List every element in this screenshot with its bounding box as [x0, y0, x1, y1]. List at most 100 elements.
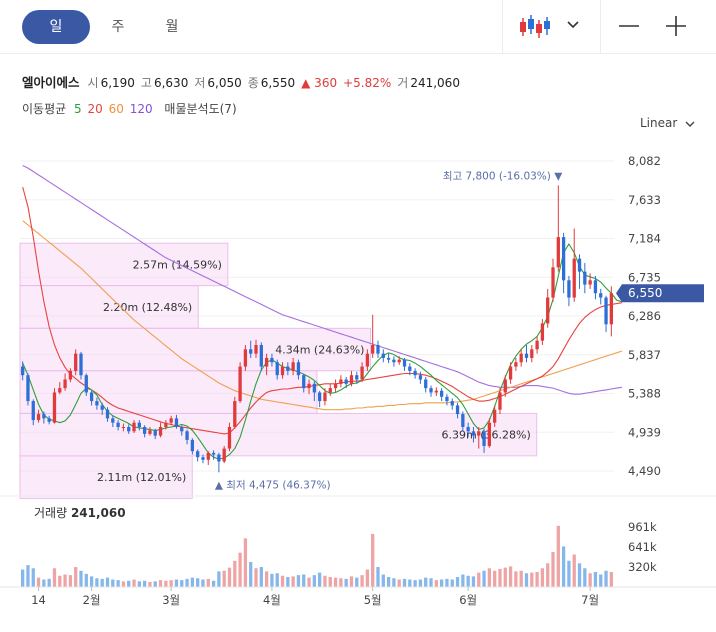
candle-body	[280, 366, 285, 376]
candle-body	[519, 353, 523, 363]
volume-bar	[286, 577, 290, 587]
volume-bar	[116, 580, 120, 587]
candle-body	[349, 375, 354, 384]
tab-monthly[interactable]: 월	[165, 19, 179, 35]
volume-bar	[233, 560, 237, 587]
candle-body	[137, 422, 141, 427]
volume-bar	[100, 578, 104, 587]
y-tick-label: 6,286	[628, 309, 661, 323]
scale-selector-label: Linear	[640, 116, 678, 130]
ma-20: 20	[87, 102, 103, 116]
volume-bar	[503, 567, 507, 587]
volume-bar	[530, 572, 534, 587]
candle-body	[333, 383, 338, 389]
tab-weekly[interactable]: 주	[111, 19, 125, 35]
candle-body	[323, 392, 327, 402]
candle-body	[318, 392, 322, 402]
candle-body	[47, 418, 51, 422]
volume-bar	[349, 576, 354, 587]
volume-title: 거래량 241,060	[34, 504, 126, 521]
candle-body	[259, 344, 263, 367]
candle-body	[201, 457, 205, 460]
volume-bar	[360, 575, 364, 587]
volume-bar	[339, 578, 343, 587]
volume-value: 241,060	[410, 76, 460, 90]
candle-body	[307, 383, 311, 389]
period-tabs: 일 주 월	[22, 10, 192, 44]
volume-bar	[79, 570, 83, 587]
candle-body	[561, 237, 566, 281]
ma-legend[interactable]: 이동평균 5 20 60 120 매물분석도(7)	[22, 100, 241, 117]
candle-body	[593, 280, 598, 294]
volume-bar	[95, 578, 99, 587]
volume-bar	[238, 552, 242, 587]
candle-body	[169, 418, 173, 423]
low-label: 저	[194, 76, 206, 90]
candle-body	[206, 452, 210, 460]
volume-profile-bar	[19, 412, 538, 457]
volume-bar	[121, 581, 126, 587]
plus-icon[interactable]	[662, 12, 690, 40]
volume-bar	[243, 538, 248, 587]
volume-bar	[514, 571, 518, 587]
ma5-line	[22, 242, 623, 460]
candle-body	[217, 454, 221, 462]
x-tick-label: 14	[31, 593, 46, 607]
high-label: 고	[140, 76, 152, 90]
candlestick-icon[interactable]	[516, 12, 552, 42]
chevron-down-icon	[685, 121, 695, 127]
y-tick-label: 7,184	[628, 232, 661, 246]
scale-selector[interactable]: Linear	[640, 116, 696, 130]
candle-body	[376, 344, 380, 354]
candle-body	[471, 431, 476, 436]
volume-bar	[142, 580, 147, 587]
volume-bar	[599, 574, 603, 587]
ma-60: 60	[108, 102, 124, 116]
volume-bar	[482, 570, 486, 587]
volume-profile-label: 매물분석도(7)	[164, 102, 237, 116]
candle-body	[121, 426, 126, 428]
price-chart[interactable]: 8,082 7,633 7,184 6,735 6,286 5,837 5,388 4,939…	[0, 140, 716, 620]
candle-body	[487, 422, 492, 446]
candle-body	[180, 426, 184, 432]
candle-body	[84, 375, 88, 393]
candle-body	[392, 359, 396, 363]
volume-bar	[508, 566, 513, 587]
candle-body	[68, 370, 73, 380]
candle-body	[291, 362, 295, 371]
volume-bar	[471, 576, 476, 587]
volume-bar	[477, 572, 481, 587]
candle-body	[127, 426, 131, 432]
volume-bar	[535, 572, 539, 587]
volume-bar	[190, 577, 195, 587]
volume-bar	[52, 568, 57, 587]
volume-bar	[381, 574, 385, 587]
chevron-down-icon[interactable]	[562, 14, 584, 36]
y-tick-label: 5,837	[628, 348, 661, 362]
candle-body	[546, 297, 550, 324]
volume-bar	[127, 580, 131, 587]
stock-name: 엘아이에스	[22, 75, 80, 90]
change-pct: +5.82%	[343, 76, 392, 90]
volume-bar	[164, 580, 168, 587]
close-value: 6,550	[260, 76, 296, 90]
close-label: 종	[247, 76, 259, 90]
volume-bar	[132, 579, 136, 587]
volume-bar	[551, 552, 555, 587]
candle-body	[498, 392, 502, 410]
volume-bar	[111, 579, 115, 587]
ma20-line	[22, 186, 623, 435]
minus-icon[interactable]	[616, 12, 642, 40]
candle-body	[158, 426, 163, 436]
volume-bar	[604, 570, 608, 587]
volume-bar	[148, 582, 152, 587]
candle-body	[482, 431, 486, 446]
candle-body	[36, 414, 41, 421]
volume-title-label: 거래량	[34, 506, 68, 520]
volume-bar	[344, 578, 348, 587]
volume-bar	[328, 577, 332, 587]
volume-bar	[487, 568, 492, 587]
tab-daily[interactable]: 일	[22, 10, 90, 44]
volume-bar	[185, 578, 189, 587]
volume-bar	[21, 569, 25, 587]
